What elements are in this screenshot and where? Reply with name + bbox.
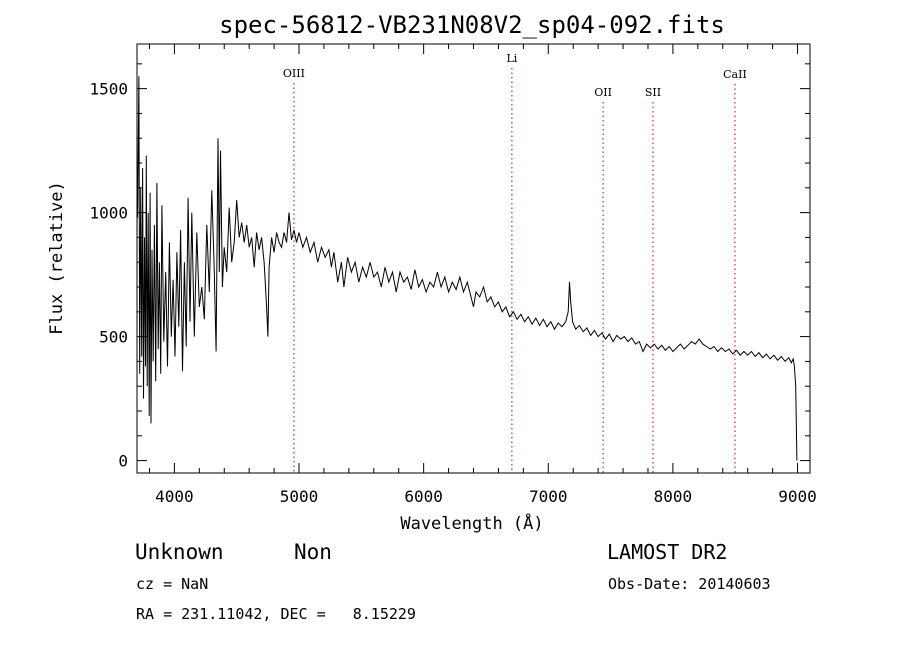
x-axis-label: Wavelength (Å) (400, 512, 543, 534)
plot-frame (136, 43, 811, 474)
y-tick-label: 1000 (89, 204, 128, 223)
spectrum-series-line (137, 76, 798, 461)
y-tick-label: 500 (99, 328, 128, 347)
x-tick-label: 4000 (155, 487, 194, 506)
chart-title: spec-56812-VB231N08V2_sp04-092.fits (219, 11, 725, 39)
spectral-line-label: Li (506, 52, 517, 65)
spectral-line-label: CaII (723, 68, 747, 81)
obs-date-label: Obs-Date: 20140603 (608, 575, 771, 593)
object-class-label: Unknown (135, 540, 224, 564)
y-tick-label: 0 (118, 452, 128, 471)
y-tick-label: 1500 (89, 80, 128, 99)
spectral-line-label: SII (645, 86, 661, 99)
x-tick-label: 8000 (654, 487, 693, 506)
spectral-line-label: OIII (283, 67, 305, 80)
axis-ticks: 4000 5000 6000 7000 8000 9000 0 500 1000 1500 (89, 44, 817, 506)
subclass-label: Non (294, 540, 332, 564)
y-axis-label: Flux (relative) (47, 181, 67, 335)
spectral-line-label: OII (594, 86, 612, 99)
survey-label: LAMOST DR2 (607, 540, 727, 564)
x-tick-label: 5000 (280, 487, 319, 506)
x-tick-label: 7000 (529, 487, 568, 506)
x-tick-label: 9000 (778, 487, 817, 506)
spectral-line-markers: OIII Li OII SII CaII (283, 52, 747, 473)
coordinates-label: RA = 231.11042, DEC = 8.15229 (136, 605, 416, 623)
redshift-label: cz = NaN (136, 575, 208, 593)
x-tick-label: 6000 (404, 487, 443, 506)
